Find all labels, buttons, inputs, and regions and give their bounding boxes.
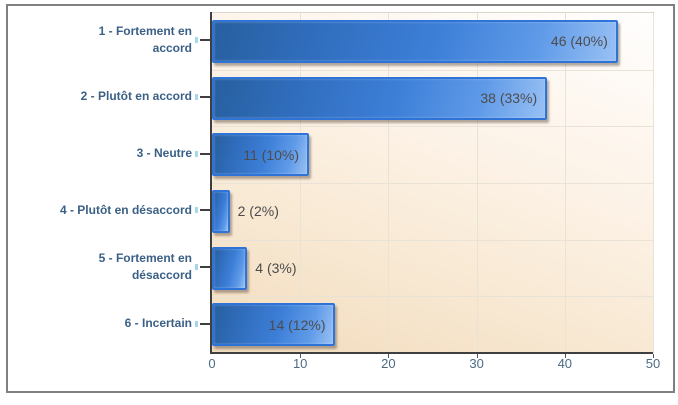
- bar-2: [212, 76, 548, 120]
- category-label: 1 - Fortement en accord: [20, 12, 192, 69]
- category-label: 5 - Fortement en désaccord: [20, 239, 192, 296]
- category-label-text: 2 - Plutôt en accord: [80, 89, 192, 104]
- category-axis-labels: 1 - Fortement en accord 2 - Plutôt en acc…: [20, 12, 192, 352]
- gridline-horizontal: [212, 126, 653, 128]
- bar-5: [212, 246, 248, 290]
- gridline-horizontal: [212, 69, 653, 71]
- y-axis-tick: [200, 266, 212, 268]
- value-label: 11 (10%): [243, 146, 300, 163]
- y-axis-tick: [200, 39, 212, 42]
- gridline-horizontal: [212, 183, 653, 184]
- value-label: 38 (33%): [480, 89, 538, 106]
- y-axis-line: [210, 12, 212, 354]
- bar-row: 38 (33%): [212, 70, 653, 127]
- x-tick-label: 0: [208, 356, 216, 371]
- bar-row: 4 (3%): [212, 240, 653, 297]
- x-tick-label: 30: [469, 356, 484, 371]
- bar-4: [212, 190, 230, 233]
- y-axis-tick: [200, 152, 212, 155]
- bar-row: 11 (10%): [212, 126, 653, 183]
- gridline-horizontal: [212, 239, 653, 241]
- x-tick-label: 40: [557, 356, 573, 371]
- y-axis-tick: [200, 322, 212, 325]
- x-axis-tick: [653, 354, 654, 358]
- category-label: 2 - Plutôt en accord: [20, 69, 192, 126]
- category-label: 3 - Neutre: [20, 125, 192, 182]
- gridline-horizontal: [212, 296, 653, 298]
- bar-row: 14 (12%): [212, 296, 653, 353]
- category-label-text: 5 - Fortement en désaccord: [98, 250, 192, 282]
- x-tick-label: 50: [645, 356, 661, 371]
- y-axis-tick: [200, 209, 212, 212]
- x-axis-tick: [300, 354, 302, 358]
- category-label: 6 - Incertain: [20, 295, 192, 352]
- bar-1: [212, 20, 618, 63]
- x-axis-tick: [476, 354, 478, 358]
- category-label-text: 6 - Incertain: [124, 315, 192, 330]
- y-axis-minor-tick: [195, 207, 198, 214]
- value-label: 46 (40%): [550, 33, 608, 50]
- x-axis-line: [210, 352, 653, 354]
- bar-6: [212, 303, 336, 347]
- y-axis-minor-tick: [195, 264, 198, 270]
- x-axis-tick: [388, 354, 390, 358]
- value-label: 14 (12%): [268, 316, 326, 333]
- value-label: 2 (2%): [237, 203, 279, 220]
- gridline-vertical: [653, 13, 654, 353]
- value-label: 4 (3%): [255, 259, 297, 276]
- category-label: 4 - Plutôt en désaccord: [20, 182, 192, 239]
- y-axis-minor-tick: [195, 150, 198, 157]
- bar-3: [212, 133, 310, 177]
- y-axis-minor-tick: [195, 94, 198, 100]
- x-tick-label: 10: [292, 356, 308, 371]
- y-axis-tick: [200, 96, 212, 98]
- y-axis-minor-tick: [195, 320, 198, 327]
- y-axis-minor-tick: [195, 37, 198, 44]
- x-axis-tick: [564, 354, 566, 358]
- x-tick-label: 20: [381, 356, 396, 371]
- bar-row: 2 (2%): [212, 183, 653, 240]
- category-label-text: 1 - Fortement en accord: [98, 23, 192, 56]
- category-label-text: 3 - Neutre: [136, 145, 192, 160]
- bar-row: 46 (40%): [212, 13, 653, 70]
- plot-area: 46 (40%) 38 (33%) 11 (10%) 2 (2%) 4 (3%) 14 (…: [212, 12, 654, 353]
- category-label-text: 4 - Plutôt en désaccord: [59, 202, 192, 217]
